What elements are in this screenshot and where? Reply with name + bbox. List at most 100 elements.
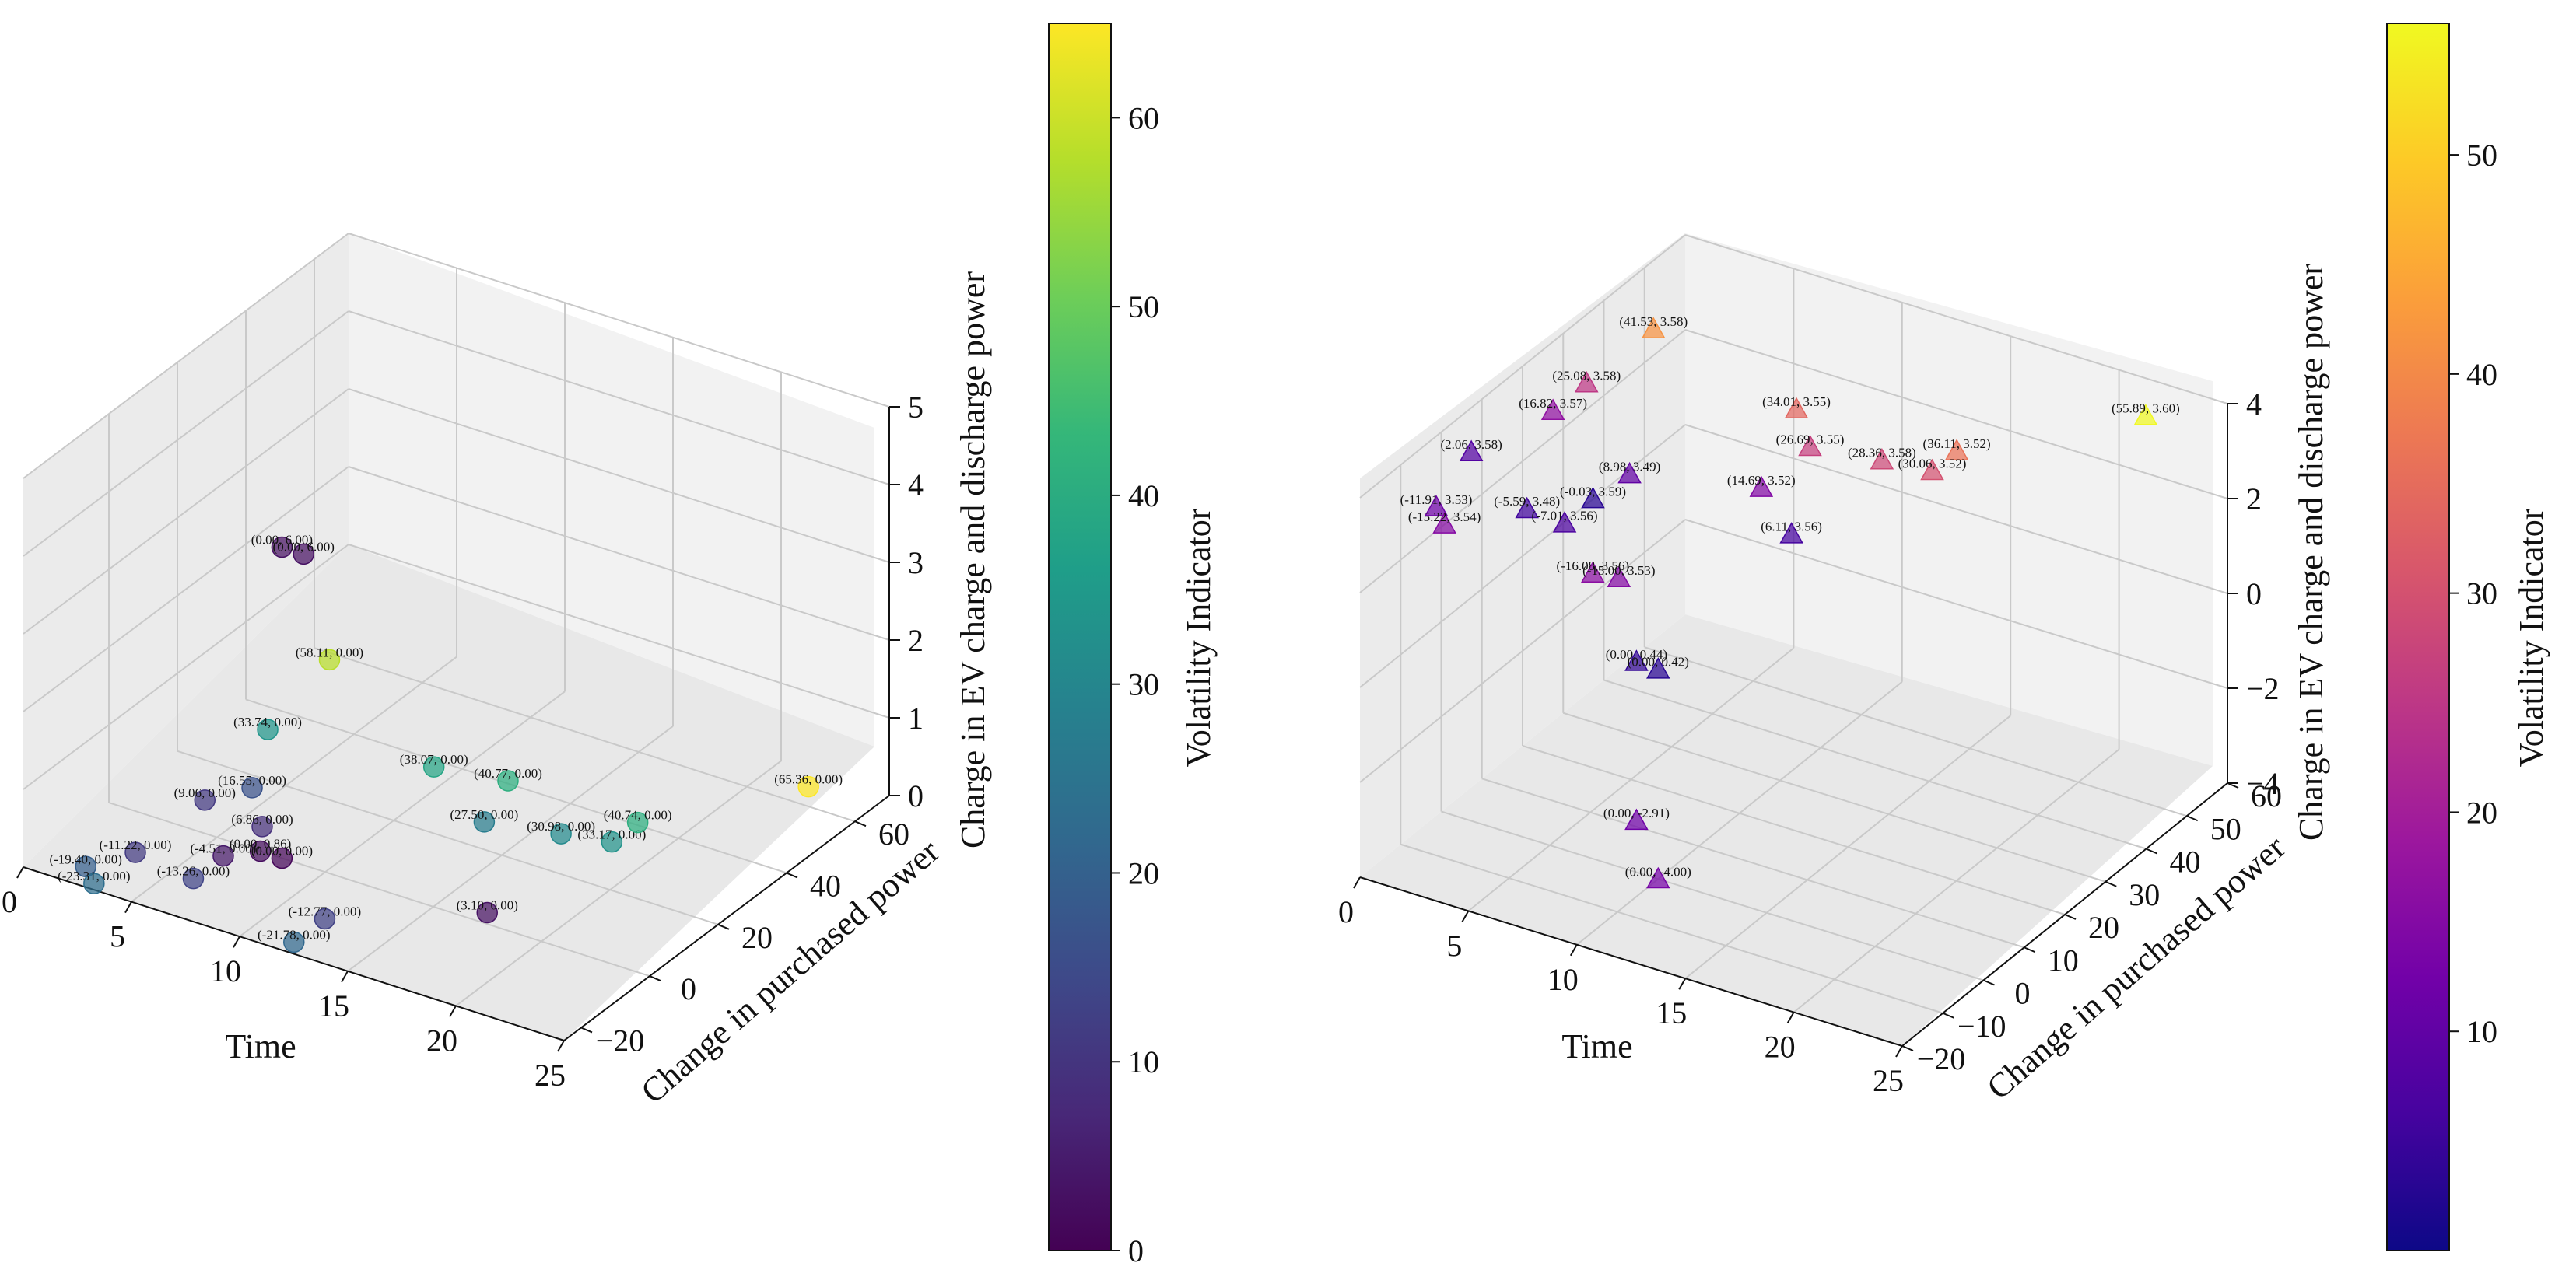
left-data-label-14: (65.36, 0.00): [774, 772, 843, 787]
right-y-tick-mark: [1942, 1012, 1954, 1019]
right-y-tick-label: 10: [2048, 943, 2079, 978]
left-x-tick-mark: [233, 936, 240, 948]
right-colorbar-tick-label: 20: [2466, 795, 2497, 830]
left-floor-pane: [23, 544, 874, 1041]
left-data-point-13: [626, 811, 649, 834]
right-x-tick-label: 25: [1873, 1063, 1904, 1098]
left-colorbar-tick-label: 40: [1128, 478, 1159, 513]
right-data-point-14: [1944, 439, 1969, 460]
right-x-tick-label: 0: [1338, 894, 1354, 929]
right-data-point-7: [1581, 486, 1605, 509]
right-data-point-8: [1432, 512, 1456, 534]
right-z-tick-label: 0: [2246, 576, 2262, 611]
left-z-tick-label: 0: [908, 778, 924, 813]
left-data-label-21: (3.10, 0.00): [457, 897, 518, 912]
right-colorbar-tick-label: 40: [2466, 357, 2497, 392]
right-x-axis-label: Time: [1561, 1027, 1632, 1065]
left-colorbar-tick-label: 20: [1128, 855, 1159, 890]
left-y-tick-label: 40: [810, 868, 841, 903]
left-data-point-15: [124, 841, 146, 863]
right-data-label-3: (2.06, 3.58): [1440, 437, 1502, 452]
right-z-tick-label: 2: [2246, 481, 2262, 516]
left-floor-grid-x: [239, 691, 566, 937]
right-floor-grid-y: [1562, 712, 2106, 883]
left-axes: 0 5 10 15 20 25 −20 0 20 40 60 0 1 2 3 4 5: [2, 390, 924, 1093]
left-colorbar-gradient: [1048, 23, 1112, 1251]
right-data-label-23: (0.00, -4.00): [1625, 864, 1691, 879]
left-floor-grid-y: [177, 750, 719, 925]
left-back-pane: [349, 233, 874, 747]
right-y-tick-mark: [2105, 880, 2117, 887]
right-data-label-17: (6.11, 3.56): [1761, 520, 1822, 534]
left-side-grid-z: [23, 388, 349, 635]
left-x-axis-label: Time: [225, 1027, 296, 1065]
right-x-tick-label: 15: [1656, 995, 1687, 1030]
left-y-tick-mark: [854, 820, 867, 827]
left-x-tick-mark: [16, 866, 24, 879]
right-z-tick-label: −2: [2246, 671, 2280, 706]
left-data-point-16: [212, 845, 234, 867]
left-data-point-12: [601, 831, 623, 853]
left-data-points: (0.00, 6.00)(0.00, 6.00) (58.11, 0.00) (33…: [49, 532, 843, 953]
right-colorbar-gradient: [2386, 23, 2450, 1251]
right-colorbar-tick-label: 50: [2466, 138, 2497, 173]
right-y-tick-mark: [2146, 848, 2157, 855]
left-x-tick-mark: [124, 901, 132, 914]
left-y-tick-label: 0: [681, 971, 696, 1006]
right-data-point-16: [2133, 404, 2158, 425]
right-x-tick-mark: [1678, 978, 1687, 990]
left-x-tick-label: 25: [534, 1058, 566, 1093]
left-x-axis-line: [23, 866, 565, 1041]
left-data-label-20: (-23.31, 0.00): [58, 869, 130, 883]
right-data-point-20: [1624, 649, 1649, 671]
left-y-axis-line: [563, 795, 890, 1041]
right-data-points: (41.53, 3.58) (25.08, 3.58) (16.82, 3.57) (…: [1400, 314, 2180, 889]
left-z-tick-label: 1: [908, 701, 924, 736]
left-floor-grid-y: [314, 647, 856, 823]
right-data-point-4: [1617, 461, 1642, 484]
left-x-tick-label: 20: [426, 1023, 457, 1058]
left-z-tick-label: 4: [908, 467, 924, 502]
right-y-tick-mark: [2186, 815, 2199, 822]
right-data-label-7: (-0.03, 3.59): [1560, 484, 1626, 499]
left-data-point-11: [550, 823, 572, 845]
right-data-point-19: [1607, 565, 1631, 587]
left-y-tick-label: 20: [741, 920, 773, 955]
right-x-tick-mark: [1569, 944, 1578, 957]
left-z-tick-label: 3: [908, 545, 924, 580]
left-data-point-20: [83, 873, 105, 894]
left-z-axis-label: Charge in EV charge and discharge power: [954, 271, 992, 848]
left-colorbar-tick-label: 10: [1128, 1044, 1159, 1079]
left-x-tick-label: 5: [110, 919, 125, 954]
right-data-point-18: [1581, 561, 1605, 583]
right-y-tick-mark: [1901, 1045, 1914, 1051]
right-floor-grid-y: [1481, 778, 2025, 949]
left-data-point-14: [797, 775, 819, 798]
left-x-tick-label: 10: [210, 953, 241, 988]
right-x-axis-line: [1359, 876, 1903, 1047]
right-x-tick-mark: [1895, 1045, 1903, 1058]
right-floor-grid-y: [1644, 646, 2188, 817]
right-floor-grid-y: [1441, 810, 1984, 981]
right-y-tick-label: 40: [2170, 845, 2201, 880]
right-data-point-0: [1641, 317, 1666, 338]
right-floor-grid-y: [1400, 843, 1943, 1014]
left-data-label-19: (-13.26, 0.00): [157, 864, 230, 879]
right-x-tick-mark: [1786, 1012, 1795, 1024]
left-data-label-12: (33.17, 0.00): [577, 827, 646, 842]
left-data-label-18: (0.00, 0.00): [251, 843, 313, 858]
right-data-label-9: (-7.01, 3.56): [1532, 509, 1598, 523]
right-y-tick-label: 60: [2251, 778, 2282, 813]
right-y-tick-label: 30: [2129, 877, 2160, 912]
right-data-label-0: (41.53, 3.58): [1619, 314, 1688, 329]
right-data-label-6: (-5.59, 3.48): [1494, 494, 1560, 509]
left-data-point-7: [497, 770, 519, 792]
left-colorbar-tick-label: 0: [1128, 1233, 1144, 1268]
left-back-grid-z: [348, 233, 890, 408]
left-side-grid-z: [23, 310, 349, 557]
left-data-point-18: [271, 847, 293, 869]
left-y-tick-label: 60: [878, 817, 909, 852]
